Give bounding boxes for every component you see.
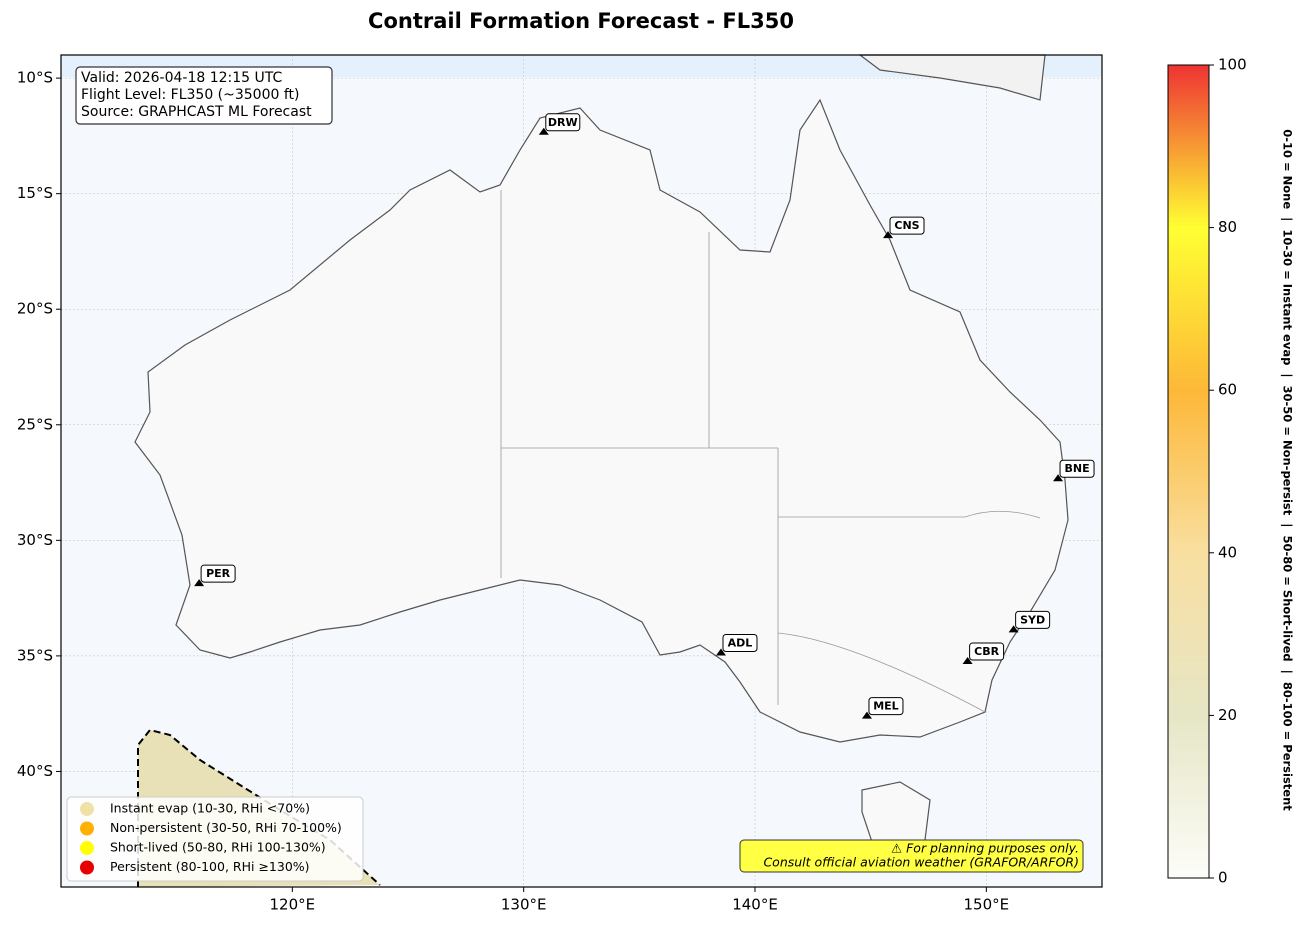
station-label-box bbox=[1059, 459, 1095, 478]
colorbar-tick-label: 100 bbox=[1218, 56, 1247, 74]
colorbar-tick-label: 80 bbox=[1218, 218, 1237, 236]
x-tick-label: 130°E bbox=[501, 896, 547, 914]
chart-title: Contrail Formation Forecast - FL350 bbox=[368, 9, 794, 33]
note-box: ⚠ For planning purposes only. Consult of… bbox=[739, 839, 1084, 873]
station-label-box bbox=[969, 642, 1005, 661]
station-label-box bbox=[200, 564, 236, 583]
colorbar-tick-label: 40 bbox=[1218, 543, 1237, 561]
station: DRW bbox=[545, 113, 581, 132]
x-tick-label: 140°E bbox=[732, 896, 778, 914]
info-line: Source: GRAPHCAST ML Forecast bbox=[81, 104, 312, 120]
y-tick-label: 40°S bbox=[17, 762, 53, 780]
station-marker bbox=[962, 657, 973, 665]
station-marker bbox=[538, 127, 549, 135]
y-tick-label: 15°S bbox=[17, 184, 53, 202]
station: CBR bbox=[969, 642, 1005, 661]
y-tick-label: 35°S bbox=[17, 646, 53, 664]
legend-label: Instant evap (10-30, RHi <70%) bbox=[110, 801, 310, 816]
station: CNS bbox=[889, 216, 925, 235]
station: PER bbox=[200, 564, 236, 583]
station-label-box bbox=[722, 634, 758, 653]
x-tick-label: 120°E bbox=[270, 896, 316, 914]
y-tick-label: 25°S bbox=[17, 415, 53, 433]
station-label: SYD bbox=[1020, 613, 1045, 626]
y-tick-label: 30°S bbox=[17, 531, 53, 549]
station-label-box bbox=[889, 216, 925, 235]
legend-label: Persistent (80-100, RHi ≥130%) bbox=[110, 859, 310, 874]
legend-label: Short-lived (50-80, RHi 100-130%) bbox=[110, 840, 326, 855]
colorbar-label: 0-10 = None | 10-30 = Instant evap | 30-… bbox=[1281, 129, 1295, 811]
note-frame bbox=[739, 839, 1084, 873]
station: BNE bbox=[1059, 459, 1095, 478]
legend-swatch bbox=[80, 860, 94, 875]
info-line: Valid: 2026-04-18 12:15 UTC bbox=[81, 70, 282, 86]
info-line: Flight Level: FL350 (~35000 ft) bbox=[81, 87, 300, 103]
colorbar-tick-label: 0 bbox=[1218, 869, 1228, 887]
station-marker bbox=[715, 648, 726, 656]
station-label: ADL bbox=[728, 637, 753, 650]
station-label-box bbox=[1015, 610, 1051, 629]
info-frame bbox=[75, 66, 333, 125]
state-borders bbox=[500, 190, 1041, 713]
note-line: ⚠ For planning purposes only. bbox=[891, 841, 1079, 856]
x-tick-label: 150°E bbox=[964, 896, 1010, 914]
land bbox=[134, 98, 1069, 743]
y-tick-label: 20°S bbox=[17, 300, 53, 318]
station: ADL bbox=[722, 634, 758, 653]
station-label-box bbox=[868, 697, 904, 716]
station-marker bbox=[883, 231, 894, 239]
station-label: CBR bbox=[974, 645, 999, 658]
station-label: DRW bbox=[548, 116, 578, 129]
station-label: CNS bbox=[894, 219, 919, 232]
legend-frame bbox=[66, 796, 364, 882]
legend-label: Non-persistent (30-50, RHi 70-100%) bbox=[110, 820, 342, 835]
station-label: BNE bbox=[1064, 462, 1089, 475]
map-frame bbox=[60, 54, 1103, 888]
station-marker bbox=[861, 711, 872, 719]
station-marker bbox=[1008, 625, 1019, 633]
legend-swatch bbox=[80, 802, 94, 816]
station-label-box bbox=[545, 113, 581, 132]
y-tick-label: 10°S bbox=[17, 69, 53, 87]
info-box: Valid: 2026-04-18 12:15 UTC Flight Level… bbox=[75, 66, 333, 125]
station-marker bbox=[1053, 474, 1064, 482]
station-marker bbox=[194, 579, 205, 587]
note-line: Consult official aviation weather (GRAFO… bbox=[763, 855, 1079, 870]
station: MEL bbox=[868, 697, 904, 716]
station: SYD bbox=[1015, 610, 1051, 629]
station-label: MEL bbox=[873, 700, 898, 713]
station-label: PER bbox=[206, 567, 231, 580]
legend-swatch bbox=[80, 841, 94, 855]
colorbar-tick-label: 60 bbox=[1218, 381, 1237, 399]
colorbar-tick-label: 20 bbox=[1218, 706, 1237, 724]
legend-swatch bbox=[80, 821, 94, 836]
colorbar bbox=[1167, 64, 1210, 879]
